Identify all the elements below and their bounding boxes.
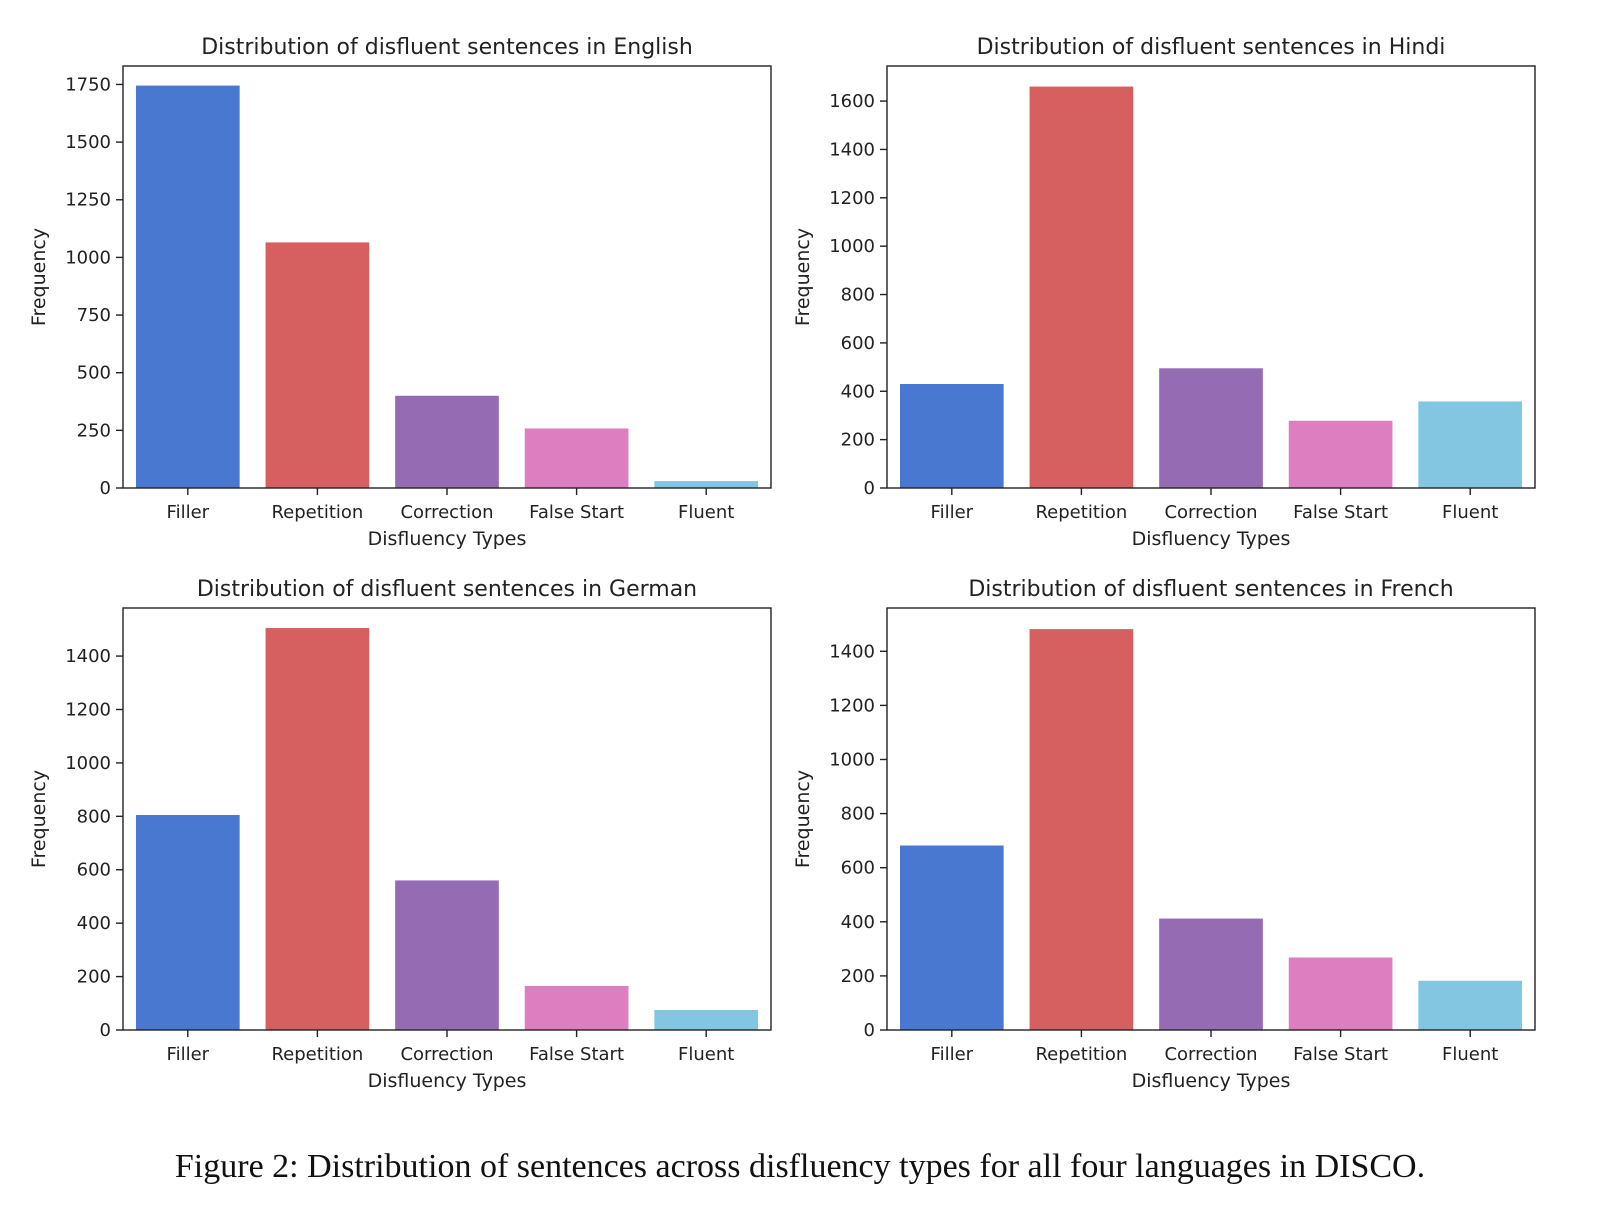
x-tick-label: Filler <box>167 502 210 523</box>
y-tick-label: 1200 <box>65 699 111 720</box>
bar-filler <box>135 814 240 1030</box>
bar-correction <box>395 880 499 1030</box>
chart-german: Distribution of disfluent sentences in G… <box>28 577 772 1092</box>
bar-fluent <box>654 1009 759 1030</box>
y-tick-label: 1200 <box>829 188 875 209</box>
x-tick-label: Correction <box>1164 502 1257 523</box>
x-tick-label: False Start <box>1293 1044 1388 1065</box>
bar-correction <box>1159 918 1263 1030</box>
bar-fluent <box>1418 401 1523 488</box>
y-tick-label: 400 <box>77 913 111 934</box>
x-tick-label: Repetition <box>1035 1044 1127 1065</box>
chart-hindi: Distribution of disfluent sentences in H… <box>792 35 1536 550</box>
bar-repetition <box>265 242 370 488</box>
y-axis-label: Frequency <box>28 228 50 326</box>
y-tick-label: 1500 <box>65 132 111 153</box>
x-tick-label: Filler <box>931 1044 974 1065</box>
x-tick-label: Repetition <box>271 1044 363 1065</box>
y-axis-label: Frequency <box>28 770 50 868</box>
chart-title: Distribution of disfluent sentences in E… <box>201 35 693 60</box>
figure-charts: Distribution of disfluent sentences in E… <box>28 35 1536 1092</box>
bar-fluent <box>1418 980 1523 1030</box>
y-tick-label: 200 <box>77 967 111 988</box>
x-tick-label: Fluent <box>678 502 734 523</box>
y-tick-label: 0 <box>864 1020 875 1041</box>
bar-false-start <box>524 428 629 488</box>
bar-filler <box>135 85 240 489</box>
bar-repetition <box>1029 629 1134 1030</box>
bar-correction <box>395 395 499 488</box>
x-tick-label: False Start <box>529 502 624 523</box>
chart-english: Distribution of disfluent sentences in E… <box>28 35 772 550</box>
y-tick-label: 1000 <box>829 236 875 257</box>
bar-false-start <box>1288 957 1393 1030</box>
y-tick-label: 1250 <box>65 190 111 211</box>
bar-filler <box>899 845 1004 1030</box>
y-tick-label: 1600 <box>829 91 875 112</box>
bar-false-start <box>1288 420 1393 488</box>
bar-false-start <box>524 985 629 1030</box>
x-tick-label: False Start <box>529 1044 624 1065</box>
y-tick-label: 1400 <box>65 646 111 667</box>
y-tick-label: 800 <box>841 285 875 306</box>
chart-french: Distribution of disfluent sentences in F… <box>792 577 1536 1092</box>
y-axis-label: Frequency <box>792 228 814 326</box>
bar-repetition <box>265 628 370 1030</box>
y-tick-label: 1400 <box>829 139 875 160</box>
bar-correction <box>1159 368 1263 488</box>
y-tick-label: 800 <box>841 804 875 825</box>
x-tick-label: Correction <box>400 1044 493 1065</box>
bar-fluent <box>654 481 759 488</box>
x-tick-label: Correction <box>400 502 493 523</box>
chart-title: Distribution of disfluent sentences in H… <box>977 35 1446 60</box>
y-tick-label: 600 <box>77 860 111 881</box>
y-tick-label: 0 <box>100 1020 111 1041</box>
y-tick-label: 1750 <box>65 74 111 95</box>
y-tick-label: 800 <box>77 806 111 827</box>
y-tick-label: 1200 <box>829 695 875 716</box>
y-axis-label: Frequency <box>792 770 814 868</box>
x-axis-label: Disfluency Types <box>368 528 527 550</box>
x-tick-label: Filler <box>167 1044 210 1065</box>
y-tick-label: 400 <box>841 381 875 402</box>
x-axis-label: Disfluency Types <box>368 1070 527 1092</box>
y-tick-label: 0 <box>100 478 111 499</box>
x-axis-label: Disfluency Types <box>1132 528 1291 550</box>
x-tick-label: False Start <box>1293 502 1388 523</box>
x-tick-label: Fluent <box>678 1044 734 1065</box>
y-tick-label: 1000 <box>65 753 111 774</box>
y-tick-label: 1000 <box>829 749 875 770</box>
y-tick-label: 200 <box>841 430 875 451</box>
x-tick-label: Fluent <box>1442 502 1498 523</box>
y-tick-label: 600 <box>841 858 875 879</box>
figure-caption: Figure 2: Distribution of sentences acro… <box>174 1148 1426 1185</box>
x-tick-label: Repetition <box>1035 502 1127 523</box>
x-tick-label: Repetition <box>271 502 363 523</box>
chart-title: Distribution of disfluent sentences in F… <box>968 577 1453 602</box>
bar-filler <box>899 384 1004 488</box>
y-tick-label: 750 <box>77 305 111 326</box>
x-tick-label: Fluent <box>1442 1044 1498 1065</box>
y-tick-label: 1000 <box>65 247 111 268</box>
x-tick-label: Filler <box>931 502 974 523</box>
y-tick-label: 0 <box>864 478 875 499</box>
y-tick-label: 200 <box>841 966 875 987</box>
y-tick-label: 400 <box>841 912 875 933</box>
y-tick-label: 600 <box>841 333 875 354</box>
x-tick-label: Correction <box>1164 1044 1257 1065</box>
chart-title: Distribution of disfluent sentences in G… <box>197 577 697 602</box>
bar-repetition <box>1029 86 1134 488</box>
y-tick-label: 250 <box>77 420 111 441</box>
y-tick-label: 500 <box>77 363 111 384</box>
y-tick-label: 1400 <box>829 641 875 662</box>
x-axis-label: Disfluency Types <box>1132 1070 1291 1092</box>
